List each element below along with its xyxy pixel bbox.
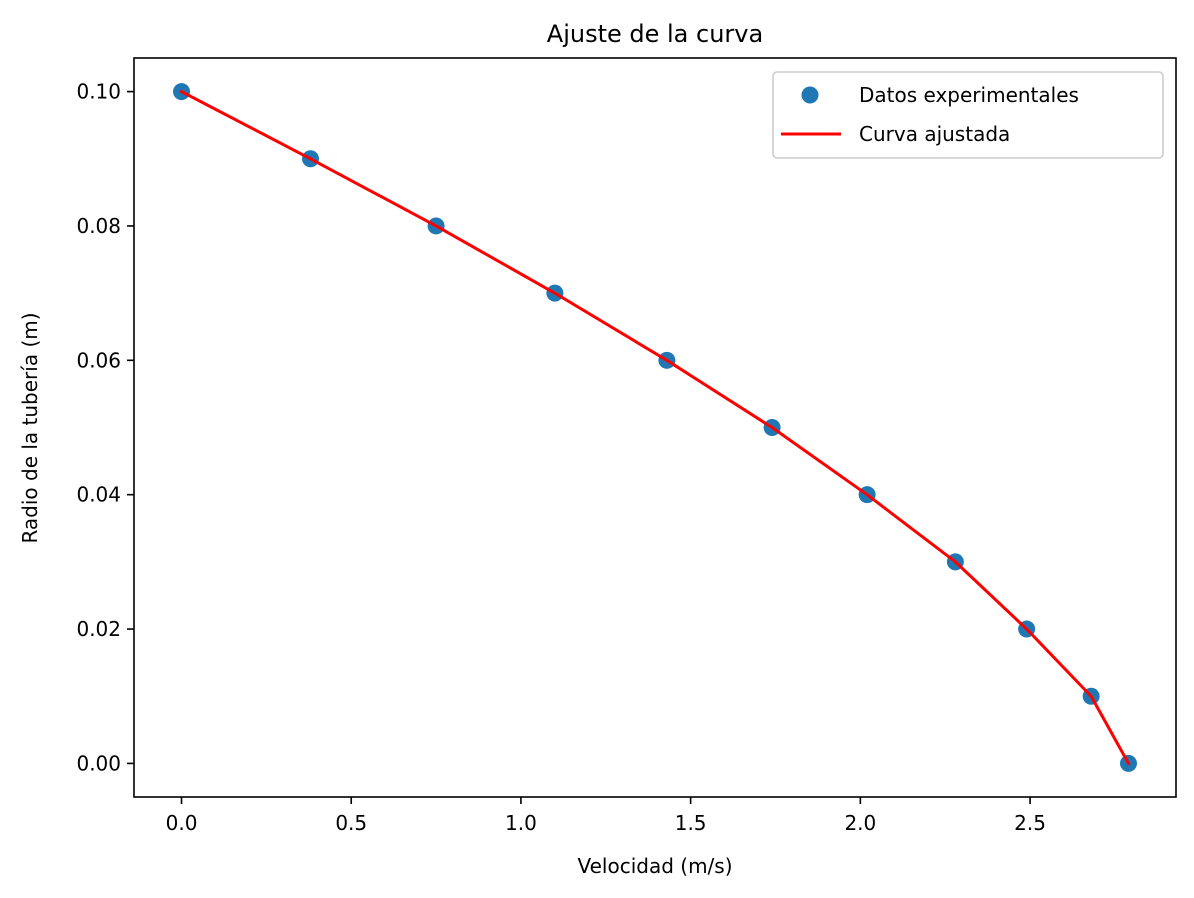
y-axis-label: Radio de la tubería (m) — [18, 312, 42, 543]
x-tick-label: 0.0 — [166, 811, 198, 835]
x-axis-label: Velocidad (m/s) — [577, 854, 732, 878]
y-tick-label: 0.10 — [76, 80, 121, 104]
legend-scatter-marker — [801, 86, 819, 104]
fitted-curve-line — [179, 89, 1131, 766]
x-tick-label: 1.0 — [505, 811, 537, 835]
x-tick-label: 0.5 — [335, 811, 367, 835]
x-tick-label: 2.5 — [1014, 811, 1046, 835]
y-tick-label: 0.08 — [76, 214, 121, 238]
y-axis: 0.00 0.02 0.04 0.06 0.08 0.10 — [76, 80, 134, 775]
y-tick-label: 0.04 — [76, 483, 121, 507]
plot-area — [133, 57, 1177, 798]
y-tick-label: 0.06 — [76, 348, 121, 372]
y-tick-label: 0.00 — [76, 751, 121, 775]
legend-box — [772, 71, 1164, 159]
legend-label: Curva ajustada — [859, 122, 1010, 146]
chart-title: Ajuste de la curva — [547, 20, 763, 48]
legend-label: Datos experimentales — [859, 83, 1079, 107]
y-tick-label: 0.02 — [76, 617, 121, 641]
legend: Datos experimentales Curva ajustada — [772, 71, 1164, 159]
axes-frame — [133, 57, 1177, 798]
x-axis: 0.0 0.5 1.0 1.5 2.0 2.5 — [166, 797, 1046, 835]
x-tick-label: 2.0 — [844, 811, 876, 835]
x-tick-label: 1.5 — [675, 811, 707, 835]
